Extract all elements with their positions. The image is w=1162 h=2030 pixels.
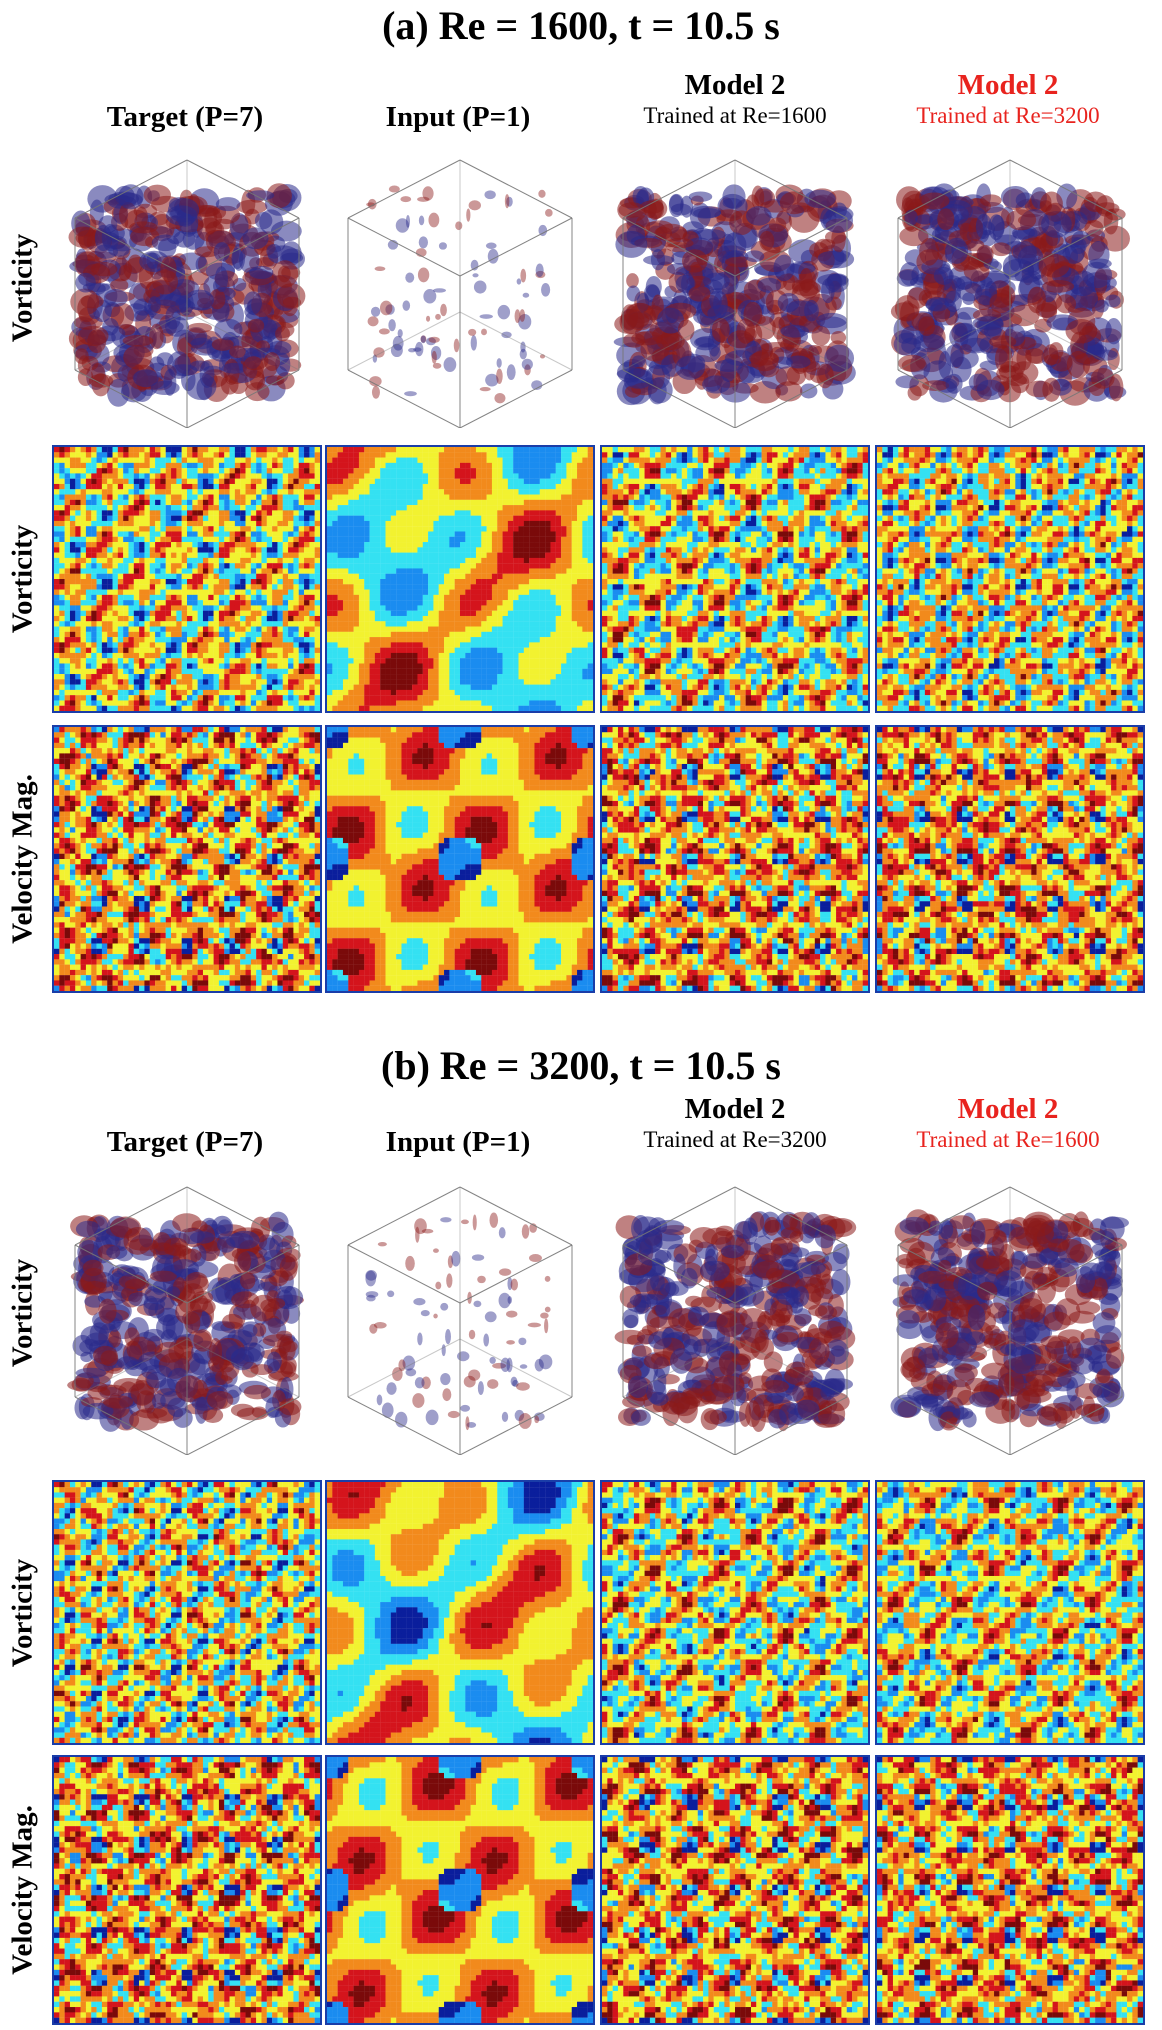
vorticity-cube-input [325,1175,595,1455]
velocity-magnitude-model-cross [875,725,1145,993]
vorticity-slice-model-cross [875,1480,1145,1745]
column-header-model-same: Model 2 Trained at Re=1600 [600,68,870,130]
vorticity-slice-model-same [600,445,870,713]
column-header-target: Target (P=7) [50,1125,320,1159]
vorticity-cube-target [52,148,322,428]
section-title: (a) Re = 1600, t = 10.5 s [0,2,1162,49]
velocity-magnitude-input [325,1755,595,2025]
row-label-vorticity-3d: Vorticity [0,150,46,425]
row-label-vorticity-slice: Vorticity [0,445,46,713]
column-header-model-same: Model 2 Trained at Re=3200 [600,1092,870,1154]
section-a: (a) Re = 1600, t = 10.5 s Target (P=7) I… [0,0,1162,1000]
row-label-velocity-magnitude: Velocity Mag. [0,1755,46,2025]
vorticity-slice-target [52,1480,322,1745]
column-header-target: Target (P=7) [50,100,320,134]
row-label-velocity-magnitude: Velocity Mag. [0,725,46,993]
column-header-model-cross: Model 2 Trained at Re=3200 [873,68,1143,130]
vorticity-slice-input [325,445,595,713]
column-header-model-cross: Model 2 Trained at Re=1600 [873,1092,1143,1154]
row-label-vorticity-slice: Vorticity [0,1480,46,1745]
velocity-magnitude-model-same [600,1755,870,2025]
velocity-magnitude-model-cross [875,1755,1145,2025]
velocity-magnitude-model-same [600,725,870,993]
section-b: (b) Re = 3200, t = 10.5 s Target (P=7) I… [0,1040,1162,2030]
column-header-input: Input (P=1) [323,1125,593,1159]
vorticity-slice-model-same [600,1480,870,1745]
velocity-magnitude-target [52,1755,322,2025]
vorticity-cube-input [325,148,595,428]
vorticity-cube-model-same [600,148,870,428]
vorticity-slice-target [52,445,322,713]
vorticity-slice-input [325,1480,595,1745]
column-header-input: Input (P=1) [323,100,593,134]
vorticity-cube-model-cross [875,148,1145,428]
section-title: (b) Re = 3200, t = 10.5 s [0,1042,1162,1089]
vorticity-cube-model-cross [875,1175,1145,1455]
vorticity-cube-target [52,1175,322,1455]
vorticity-cube-model-same [600,1175,870,1455]
velocity-magnitude-target [52,725,322,993]
vorticity-slice-model-cross [875,445,1145,713]
row-label-vorticity-3d: Vorticity [0,1175,46,1450]
velocity-magnitude-input [325,725,595,993]
